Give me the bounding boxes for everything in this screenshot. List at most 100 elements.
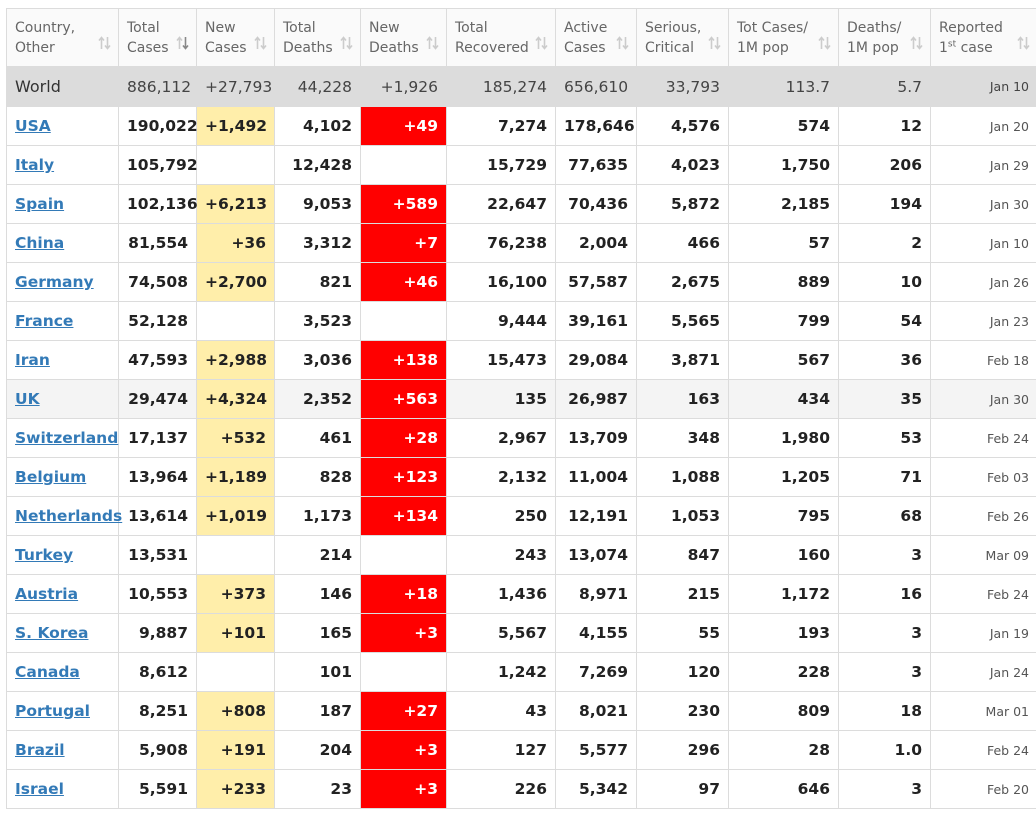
header-line-2-prefix: 1 — [939, 40, 948, 56]
country-link[interactable]: S. Korea — [15, 624, 88, 642]
cell-serious-critical: 4,023 — [637, 146, 729, 185]
header-line-2: Cases — [127, 40, 169, 56]
cell-active-cases: 5,342 — [556, 770, 637, 809]
country-link[interactable]: Switzerland — [15, 429, 118, 447]
cell-new-deaths: +49 — [361, 107, 447, 146]
cell-total-deaths: 146 — [275, 575, 361, 614]
sort-arrows-icon[interactable] — [340, 36, 353, 50]
country-link[interactable]: Portugal — [15, 702, 90, 720]
country-link[interactable]: Turkey — [15, 546, 73, 564]
cell-total-deaths: 165 — [275, 614, 361, 653]
cell-new-deaths: +7 — [361, 224, 447, 263]
column-header-serious-critical[interactable]: Serious,Critical — [637, 9, 729, 67]
sort-arrows-icon[interactable] — [616, 36, 629, 50]
cell-tot-cases-per-1m: 1,205 — [729, 458, 839, 497]
country-link[interactable]: Belgium — [15, 468, 86, 486]
cell-country: World — [7, 67, 119, 107]
column-header-tot-cases-per-1m[interactable]: Tot Cases/1M pop — [729, 9, 839, 67]
country-link[interactable]: France — [15, 312, 73, 330]
cell-serious-critical: 163 — [637, 380, 729, 419]
cell-total-recovered: 127 — [447, 731, 556, 770]
cell-total-cases: 5,908 — [119, 731, 197, 770]
country-link[interactable]: Germany — [15, 273, 94, 291]
cell-new-cases: +532 — [197, 419, 275, 458]
cell-tot-cases-per-1m: 434 — [729, 380, 839, 419]
country-link[interactable]: Austria — [15, 585, 78, 603]
cell-total-cases: 29,474 — [119, 380, 197, 419]
cell-serious-critical: 296 — [637, 731, 729, 770]
sort-arrows-icon[interactable] — [910, 36, 923, 50]
column-header-deaths-per-1m[interactable]: Deaths/1M pop — [839, 9, 931, 67]
cell-serious-critical: 5,872 — [637, 185, 729, 224]
cell-deaths-per-1m: 3 — [839, 770, 931, 809]
cell-deaths-per-1m: 3 — [839, 614, 931, 653]
cell-total-deaths: 204 — [275, 731, 361, 770]
cell-tot-cases-per-1m: 889 — [729, 263, 839, 302]
cell-tot-cases-per-1m: 113.7 — [729, 67, 839, 107]
sort-arrows-icon[interactable] — [1017, 36, 1030, 50]
cell-new-deaths: +3 — [361, 770, 447, 809]
country-link[interactable]: Italy — [15, 156, 54, 174]
country-link[interactable]: Brazil — [15, 741, 65, 759]
cell-deaths-per-1m: 36 — [839, 341, 931, 380]
sort-arrows-icon[interactable] — [254, 36, 267, 50]
cell-new-cases: +6,213 — [197, 185, 275, 224]
cell-serious-critical: 230 — [637, 692, 729, 731]
country-link[interactable]: Spain — [15, 195, 64, 213]
cell-new-deaths: +3 — [361, 731, 447, 770]
cell-active-cases: 2,004 — [556, 224, 637, 263]
cell-active-cases: 11,004 — [556, 458, 637, 497]
cell-total-deaths: 821 — [275, 263, 361, 302]
sort-descending-icon[interactable] — [176, 36, 189, 50]
cell-total-recovered: 15,729 — [447, 146, 556, 185]
cell-total-cases: 47,593 — [119, 341, 197, 380]
sort-arrows-icon[interactable] — [426, 36, 439, 50]
country-link[interactable]: Netherlands — [15, 507, 122, 525]
cell-total-recovered: 7,274 — [447, 107, 556, 146]
cell-country: Portugal — [7, 692, 119, 731]
country-link[interactable]: Canada — [15, 663, 80, 681]
sort-arrows-icon[interactable] — [535, 36, 548, 50]
cell-active-cases: 12,191 — [556, 497, 637, 536]
sort-arrows-icon[interactable] — [98, 36, 111, 50]
cell-new-deaths: +134 — [361, 497, 447, 536]
cell-total-deaths: 4,102 — [275, 107, 361, 146]
sort-arrows-icon[interactable] — [708, 36, 721, 50]
sort-arrows-icon[interactable] — [818, 36, 831, 50]
country-link[interactable]: Israel — [15, 780, 64, 798]
country-link[interactable]: USA — [15, 117, 51, 135]
cell-serious-critical: 1,053 — [637, 497, 729, 536]
column-header-country[interactable]: Country,Other — [7, 9, 119, 67]
cell-deaths-per-1m: 12 — [839, 107, 931, 146]
cell-new-deaths: +123 — [361, 458, 447, 497]
country-link[interactable]: China — [15, 234, 64, 252]
cell-active-cases: 5,577 — [556, 731, 637, 770]
header-superscript: st — [948, 39, 956, 49]
cell-reported: Feb 03 — [931, 458, 1036, 497]
cell-reported: Feb 26 — [931, 497, 1036, 536]
cell-serious-critical: 215 — [637, 575, 729, 614]
cell-new-deaths: +46 — [361, 263, 447, 302]
country-link[interactable]: UK — [15, 390, 40, 408]
cell-total-deaths: 2,352 — [275, 380, 361, 419]
cell-new-cases — [197, 653, 275, 692]
header-line-1: Total — [283, 20, 316, 36]
cell-total-deaths: 12,428 — [275, 146, 361, 185]
cell-new-cases: +2,700 — [197, 263, 275, 302]
country-link[interactable]: Iran — [15, 351, 50, 369]
header-line-2: 1M pop — [847, 40, 899, 56]
